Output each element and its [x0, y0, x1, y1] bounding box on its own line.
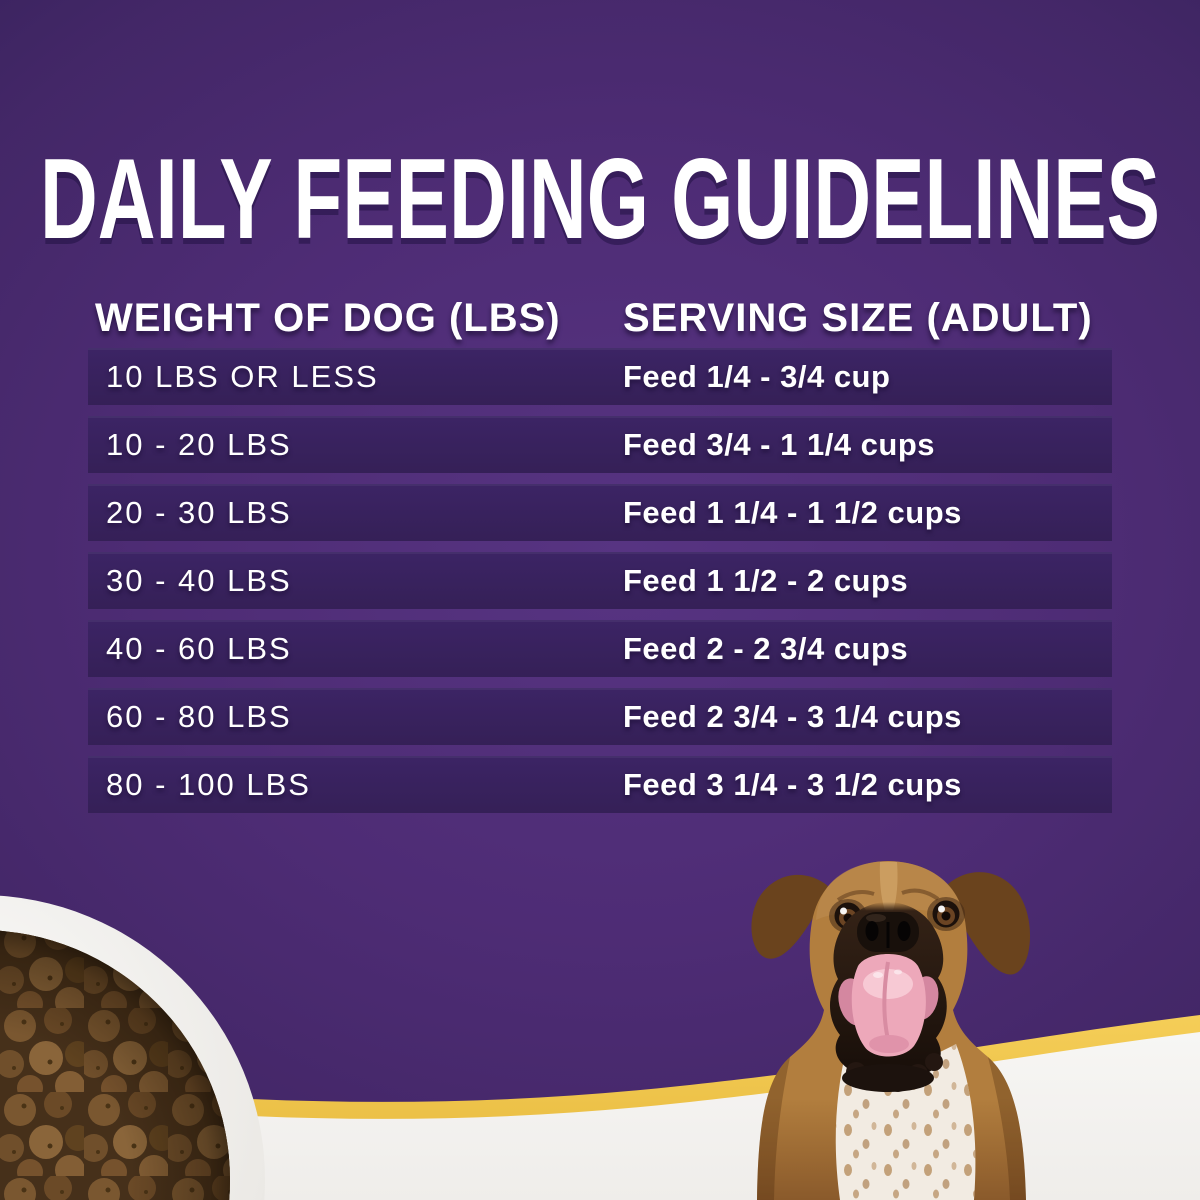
table-row: 20 - 30 LBS Feed 1 1/4 - 1 1/2 cups	[88, 484, 1112, 541]
weight-cell: 80 - 100 LBS	[106, 766, 311, 802]
serving-cell: Feed 1 1/2 - 2 cups	[623, 562, 909, 598]
weight-cell: 30 - 40 LBS	[106, 562, 292, 598]
page-title: DAILY FEEDING GUIDELINES DAILY FEEDING G…	[40, 142, 1160, 269]
weight-cell: 10 LBS OR LESS	[106, 358, 379, 394]
serving-cell: Feed 2 - 2 3/4 cups	[623, 630, 909, 666]
weight-cell: 10 - 20 LBS	[106, 426, 292, 462]
weight-column-header: WEIGHT OF DOG (LBS)	[95, 296, 561, 340]
serving-cell: Feed 1 1/4 - 1 1/2 cups	[623, 494, 962, 530]
serving-cell: Feed 3 1/4 - 3 1/2 cups	[623, 766, 962, 802]
table-header: WEIGHT OF DOG (LBS) SERVING SIZE (ADULT)	[0, 296, 1200, 344]
weight-cell: 40 - 60 LBS	[106, 630, 292, 666]
table-row: 60 - 80 LBS Feed 2 3/4 - 3 1/4 cups	[88, 688, 1112, 745]
serving-cell: Feed 1/4 - 3/4 cup	[623, 358, 891, 394]
serving-column-header: SERVING SIZE (ADULT)	[623, 296, 1093, 340]
feeding-table: 10 LBS OR LESS Feed 1/4 - 3/4 cup 10 - 2…	[88, 348, 1112, 824]
table-row: 30 - 40 LBS Feed 1 1/2 - 2 cups	[88, 552, 1112, 609]
page-title-shadow: DAILY FEEDING GUIDELINES	[40, 142, 1160, 269]
kibble-bowl-photo	[0, 895, 265, 1200]
table-row: 10 LBS OR LESS Feed 1/4 - 3/4 cup	[88, 348, 1112, 405]
serving-cell: Feed 2 3/4 - 3 1/4 cups	[623, 698, 962, 734]
weight-cell: 60 - 80 LBS	[106, 698, 292, 734]
weight-cell: 20 - 30 LBS	[106, 494, 292, 530]
serving-cell: Feed 3/4 - 1 1/4 cups	[623, 426, 936, 462]
page-title-text: DAILY FEEDING GUIDELINES	[40, 142, 1160, 263]
boxer-dog-photo	[751, 861, 1031, 1200]
table-row: 10 - 20 LBS Feed 3/4 - 1 1/4 cups	[88, 416, 1112, 473]
table-row: 80 - 100 LBS Feed 3 1/4 - 3 1/2 cups	[88, 756, 1112, 813]
table-row: 40 - 60 LBS Feed 2 - 2 3/4 cups	[88, 620, 1112, 677]
